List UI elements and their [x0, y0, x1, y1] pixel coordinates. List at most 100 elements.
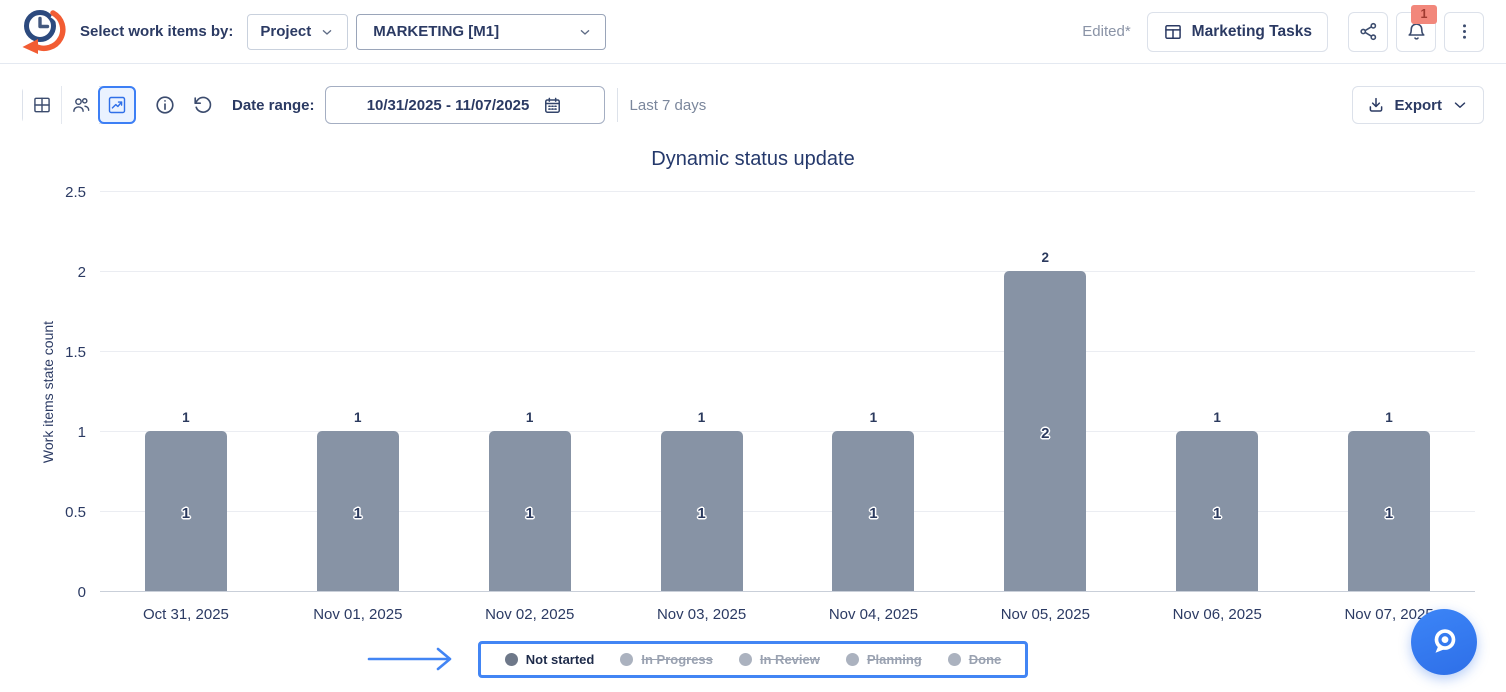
legend-item[interactable]: Not started: [504, 652, 594, 667]
legend-item[interactable]: In Progress: [620, 652, 713, 667]
x-axis-line: [100, 591, 1475, 592]
bell-icon: [1407, 23, 1425, 40]
y-tick-label: 1: [77, 424, 86, 441]
y-axis-title: Work items state count: [40, 320, 56, 464]
bar[interactable]: [1348, 431, 1431, 591]
info-icon[interactable]: [154, 94, 176, 116]
x-tick-label: Nov 02, 2025: [485, 606, 575, 623]
bar-value-label: 1: [869, 410, 878, 425]
bar-value-label: 1: [697, 410, 706, 425]
share-button[interactable]: [1348, 11, 1388, 52]
bar[interactable]: [316, 431, 399, 591]
bar[interactable]: [1004, 271, 1087, 591]
legend-dot-icon: [620, 652, 634, 666]
x-axis-labels: Oct 31, 2025 Nov 01, 2025 Nov 02, 2025 Nov …: [100, 606, 1475, 623]
legend-item[interactable]: Planning: [845, 651, 922, 667]
legend-item[interactable]: In Review: [738, 652, 820, 667]
bar[interactable]: [832, 431, 915, 591]
share-icon: [1359, 22, 1376, 41]
x-tick-label: Nov 07, 2025: [1344, 606, 1434, 623]
x-tick-label: Nov 04, 2025: [828, 606, 919, 623]
chart-view-icon: [108, 96, 126, 114]
date-range-label: Date range:: [232, 96, 315, 114]
bar-inner-value-label: 1: [697, 505, 706, 522]
bar-inner-value-label: 1: [181, 505, 191, 522]
project-dropdown[interactable]: MARKETING [M1]: [356, 13, 607, 50]
table-view-icon: [34, 97, 50, 113]
bar-inner-value-label: 2: [1041, 425, 1050, 442]
header-right: Edited* Marketing Tasks: [1082, 4, 1484, 52]
bar-inner-value-label: 1: [1384, 505, 1394, 522]
gridline: [100, 511, 1475, 512]
reset-icon[interactable]: [192, 94, 214, 116]
bar-value-label: 1: [182, 410, 190, 425]
date-range-value: 10/31/2025 - 11/07/2025: [366, 96, 530, 114]
bar-value-label: 2: [1041, 250, 1050, 265]
app-logo-icon: [22, 8, 66, 54]
board-grid-icon: [1164, 24, 1181, 39]
legend-label: Done: [968, 651, 1002, 667]
bar[interactable]: [488, 431, 571, 591]
notifications-button[interactable]: 1: [1396, 4, 1437, 52]
y-tick-label: 1.5: [65, 344, 86, 361]
x-tick-label: Nov 05, 2025: [1000, 606, 1090, 623]
gridline: [100, 191, 1475, 192]
y-tick-label: 2: [77, 264, 86, 281]
search-fab-icon: [1434, 629, 1456, 653]
chevron-down-icon: [322, 29, 332, 35]
select-work-items-label: Select work items by:: [80, 23, 234, 40]
bar[interactable]: [144, 431, 227, 591]
view-people-button[interactable]: [61, 86, 99, 124]
bar-inner-value-label: 1: [525, 505, 534, 522]
more-options-button[interactable]: [1444, 11, 1484, 52]
kebab-menu-icon: [1462, 24, 1466, 39]
bar-value-label: 1: [1385, 410, 1393, 425]
date-range-input[interactable]: 10/31/2025 - 11/07/2025: [324, 86, 605, 124]
view-table-button[interactable]: [23, 86, 61, 124]
legend-label: Planning: [866, 651, 922, 667]
calendar-icon: [545, 97, 561, 113]
group-by-value: Project: [260, 23, 312, 40]
legend: Not started In Progress In Review Planning D…: [477, 640, 1029, 678]
legend-dot-icon: [947, 652, 961, 666]
bar-value-label: 1: [525, 410, 534, 425]
bar-inner-value-label: 1: [1213, 505, 1222, 522]
x-tick-label: Nov 06, 2025: [1172, 606, 1262, 623]
notification-badge: 1: [1411, 4, 1437, 24]
legend-dot-icon: [504, 652, 518, 666]
group-by-dropdown[interactable]: Project: [247, 13, 349, 50]
legend-item[interactable]: Done: [947, 651, 1002, 667]
toolbar: Date range: 10/31/2025 - 11/07/2025 Last…: [22, 85, 1484, 125]
gridline: [100, 271, 1475, 272]
search-fab[interactable]: [1411, 609, 1477, 675]
bar[interactable]: [660, 431, 743, 591]
chart-title: Dynamic status update: [651, 148, 855, 170]
download-icon: [1370, 97, 1383, 112]
view-chart-button[interactable]: [98, 86, 136, 124]
legend-dot-icon: [845, 652, 859, 666]
edited-indicator: Edited*: [1082, 23, 1131, 40]
header: Select work items by: Project MARKETING …: [0, 0, 1506, 64]
board-button-label: Marketing Tasks: [1191, 22, 1312, 40]
annotation-arrow-icon: [367, 647, 452, 671]
x-tick-label: Nov 03, 2025: [656, 606, 747, 623]
y-tick-label: 2.5: [65, 184, 86, 201]
chevron-down-icon: [1454, 102, 1466, 108]
y-tick-label: 0: [77, 584, 86, 601]
plot-area: 0 0.5 1 1.5 2 2.5 1 1 1 1 1 1 1 1 1 1 2 2 1 1 1 1: [65, 184, 1475, 601]
x-tick-label: Nov 01, 2025: [313, 606, 403, 623]
export-button[interactable]: Export: [1352, 86, 1484, 124]
toolbar-divider: [616, 88, 618, 122]
gridline: [100, 351, 1475, 352]
date-range-hint: Last 7 days: [629, 96, 707, 114]
bar-inner-value-label: 1: [353, 505, 362, 522]
bar[interactable]: [1176, 431, 1259, 591]
board-button[interactable]: Marketing Tasks: [1146, 11, 1328, 52]
bar-inner-value-label: 1: [869, 505, 878, 522]
